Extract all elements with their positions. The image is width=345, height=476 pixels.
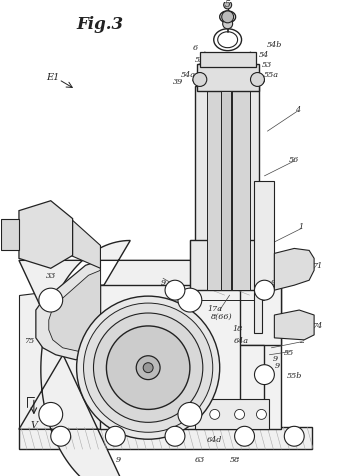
Circle shape — [106, 326, 190, 409]
Text: 54a: 54a — [180, 70, 195, 79]
Circle shape — [77, 297, 220, 439]
Bar — [231, 92, 249, 290]
Text: 74: 74 — [312, 321, 322, 329]
Text: 55: 55 — [284, 348, 294, 356]
Circle shape — [39, 288, 63, 312]
Text: 58: 58 — [229, 455, 240, 463]
Text: 75: 75 — [24, 336, 34, 344]
Text: 64b: 64b — [157, 430, 173, 438]
Bar — [255, 290, 263, 333]
Bar — [200, 52, 256, 68]
Polygon shape — [19, 241, 210, 476]
Text: 52: 52 — [195, 56, 205, 63]
Bar — [239, 345, 264, 427]
Text: 34: 34 — [46, 259, 56, 267]
Text: 64e: 64e — [287, 426, 302, 433]
Text: 15: 15 — [98, 366, 109, 374]
Circle shape — [51, 426, 71, 446]
Text: 8X: 8X — [100, 354, 111, 362]
Text: 61: 61 — [143, 322, 153, 330]
Text: 17: 17 — [130, 314, 140, 322]
Circle shape — [106, 426, 125, 446]
Circle shape — [83, 303, 213, 432]
Text: 9: 9 — [160, 278, 166, 287]
Text: 64d: 64d — [207, 436, 223, 443]
Circle shape — [222, 12, 234, 24]
Bar — [221, 92, 231, 290]
Bar — [19, 427, 312, 449]
Polygon shape — [274, 310, 314, 340]
Circle shape — [256, 409, 266, 419]
Circle shape — [284, 426, 304, 446]
Bar — [255, 181, 274, 290]
Text: 9: 9 — [271, 278, 276, 287]
Text: 54b: 54b — [267, 40, 282, 49]
Circle shape — [93, 313, 203, 422]
Text: 9: 9 — [116, 455, 121, 463]
Circle shape — [39, 403, 63, 426]
Circle shape — [223, 20, 233, 30]
Text: 63: 63 — [195, 455, 205, 463]
Polygon shape — [274, 249, 314, 290]
Text: 64c: 64c — [128, 401, 142, 408]
Circle shape — [210, 409, 220, 419]
Bar — [195, 87, 259, 286]
Text: 55a: 55a — [264, 70, 279, 79]
Bar — [239, 286, 281, 345]
Circle shape — [165, 426, 185, 446]
Polygon shape — [49, 271, 100, 352]
Text: V: V — [30, 420, 37, 429]
Circle shape — [165, 281, 185, 300]
Polygon shape — [1, 219, 19, 251]
Text: 7: 7 — [60, 326, 65, 334]
Circle shape — [178, 288, 202, 312]
Circle shape — [224, 2, 231, 10]
Text: 36: 36 — [24, 215, 34, 223]
Polygon shape — [100, 286, 215, 427]
Circle shape — [136, 356, 160, 380]
Bar — [195, 400, 269, 429]
Bar — [100, 286, 281, 429]
Text: 9: 9 — [273, 354, 278, 362]
Text: E1: E1 — [46, 73, 59, 82]
Text: 2: 2 — [299, 336, 304, 344]
Polygon shape — [36, 261, 100, 360]
Text: 1: 1 — [299, 222, 304, 230]
Text: 56: 56 — [289, 156, 299, 164]
Text: 33: 33 — [46, 272, 56, 280]
Text: 53: 53 — [262, 60, 273, 69]
Circle shape — [255, 281, 274, 300]
Circle shape — [143, 363, 153, 373]
Text: 4: 4 — [295, 106, 300, 114]
Text: 17a: 17a — [207, 305, 222, 312]
Text: 39: 39 — [256, 78, 267, 86]
Text: 9: 9 — [275, 361, 280, 369]
Text: 8(66): 8(66) — [211, 312, 233, 320]
Circle shape — [250, 73, 264, 87]
Text: 55b: 55b — [287, 371, 302, 379]
Text: 71: 71 — [312, 262, 322, 270]
Text: 54: 54 — [259, 50, 269, 59]
Text: Fig.3: Fig.3 — [77, 16, 124, 33]
Circle shape — [235, 409, 245, 419]
Text: B1: B1 — [103, 341, 114, 349]
Circle shape — [193, 73, 207, 87]
Circle shape — [235, 426, 255, 446]
Circle shape — [255, 365, 274, 385]
Circle shape — [178, 403, 202, 426]
Text: 6: 6 — [192, 44, 197, 51]
Bar — [197, 64, 259, 92]
Text: 39: 39 — [173, 78, 183, 86]
Polygon shape — [71, 219, 100, 269]
Bar — [207, 92, 225, 290]
Bar — [190, 241, 264, 290]
Polygon shape — [19, 286, 100, 429]
Text: 5: 5 — [225, 0, 230, 10]
Text: 18: 18 — [233, 324, 243, 332]
Polygon shape — [19, 201, 73, 269]
Text: 64a: 64a — [234, 336, 249, 344]
